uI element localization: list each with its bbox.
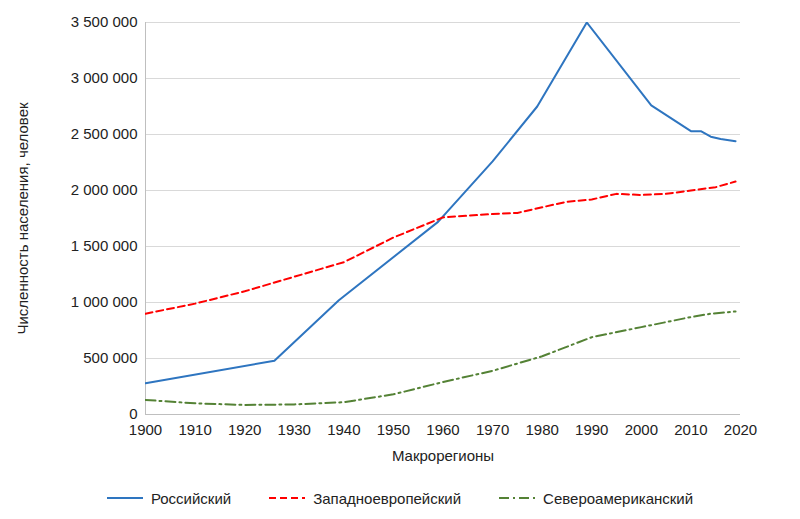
svg-text:1990: 1990 [575, 421, 608, 438]
svg-text:1 500 000: 1 500 000 [71, 237, 138, 254]
svg-text:1980: 1980 [525, 421, 558, 438]
svg-text:1970: 1970 [476, 421, 509, 438]
svg-text:2020: 2020 [724, 421, 757, 438]
svg-text:1920: 1920 [228, 421, 261, 438]
svg-text:2 000 000: 2 000 000 [71, 181, 138, 198]
svg-text:1900: 1900 [129, 421, 162, 438]
svg-text:1940: 1940 [327, 421, 360, 438]
svg-text:1 000 000: 1 000 000 [71, 293, 138, 310]
svg-text:1950: 1950 [377, 421, 410, 438]
svg-text:2000: 2000 [625, 421, 658, 438]
svg-text:1910: 1910 [178, 421, 211, 438]
html-text:Североамериканский: Североамериканский [543, 489, 694, 507]
svg-text:2 500 000: 2 500 000 [71, 125, 138, 142]
svg-text:500 000: 500 000 [83, 349, 137, 366]
svg-text:Макрорегионы: Макрорегионы [392, 447, 494, 464]
svg-text:3 500 000: 3 500 000 [71, 13, 138, 30]
html-text:Западноевропейский: Западноевропейский [313, 489, 462, 507]
svg-text:0: 0 [129, 405, 137, 422]
svg-text:2010: 2010 [674, 421, 707, 438]
svg-text:1930: 1930 [278, 421, 311, 438]
svg-text:1960: 1960 [426, 421, 459, 438]
svg-text:Численность населения, человек: Численность населения, человек [14, 102, 31, 334]
svg-text:3 000 000: 3 000 000 [71, 69, 138, 86]
html-text:Российский: Российский [150, 489, 232, 507]
